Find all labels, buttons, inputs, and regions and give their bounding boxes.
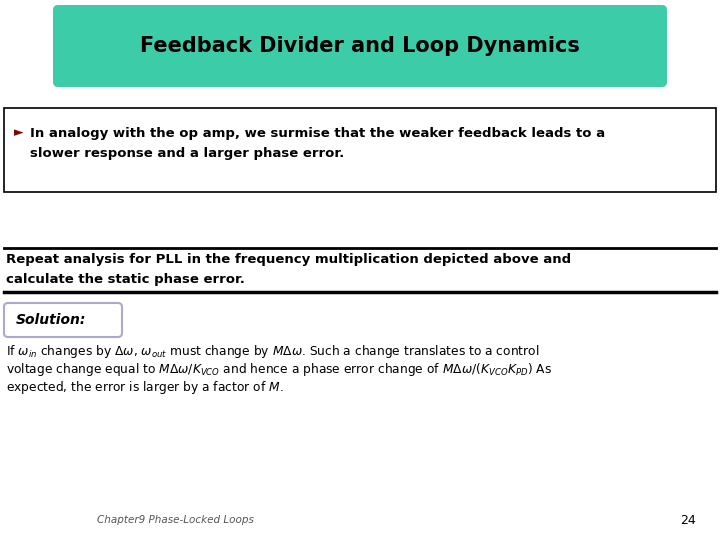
Text: voltage change equal to $M\Delta\omega/K_{VCO}$ and hence a phase error change o: voltage change equal to $M\Delta\omega/K… — [6, 361, 552, 379]
Text: slower response and a larger phase error.: slower response and a larger phase error… — [30, 147, 344, 160]
FancyBboxPatch shape — [4, 303, 122, 337]
Text: Feedback Divider and Loop Dynamics: Feedback Divider and Loop Dynamics — [140, 36, 580, 56]
Text: ►: ► — [14, 126, 24, 139]
Text: In analogy with the op amp, we surmise that the weaker feedback leads to a: In analogy with the op amp, we surmise t… — [30, 126, 605, 139]
Text: Repeat analysis for PLL in the frequency multiplication depicted above and: Repeat analysis for PLL in the frequency… — [6, 253, 571, 267]
Text: 24: 24 — [680, 514, 696, 526]
Text: Chapter9 Phase-Locked Loops: Chapter9 Phase-Locked Loops — [96, 515, 253, 525]
Text: Solution:: Solution: — [16, 313, 86, 327]
Text: If $\omega_{in}$ changes by $\Delta\omega$, $\omega_{out}$ must change by $M\Del: If $\omega_{in}$ changes by $\Delta\omeg… — [6, 343, 539, 361]
FancyBboxPatch shape — [53, 5, 667, 87]
FancyBboxPatch shape — [4, 108, 716, 192]
Text: expected, the error is larger by a factor of $M$.: expected, the error is larger by a facto… — [6, 380, 284, 396]
Text: calculate the static phase error.: calculate the static phase error. — [6, 273, 245, 287]
